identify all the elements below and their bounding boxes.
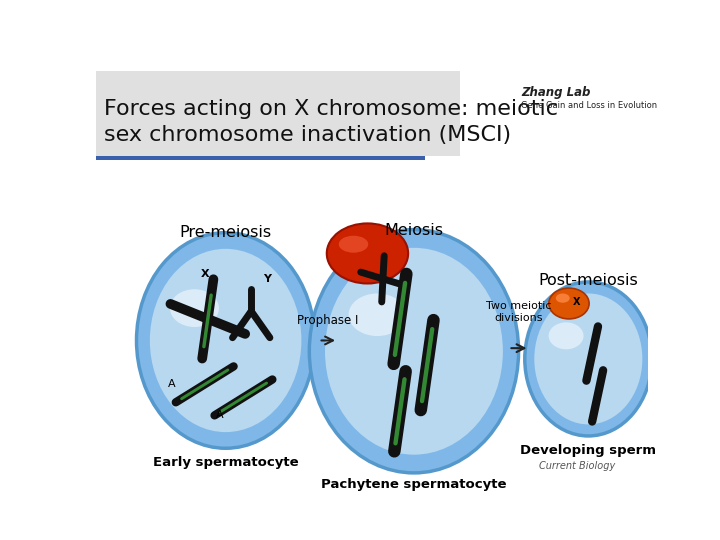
Text: X: X [573,297,580,307]
Ellipse shape [150,249,302,432]
Ellipse shape [325,248,503,455]
Text: A: A [217,410,224,420]
Text: Gene Gain and Loss in Evolution: Gene Gain and Loss in Evolution [521,101,657,110]
Text: Two meiotic
divisions: Two meiotic divisions [486,301,552,323]
Text: Current Biology: Current Biology [539,461,616,471]
Ellipse shape [549,322,583,349]
Ellipse shape [556,294,570,303]
Ellipse shape [525,282,652,436]
Ellipse shape [549,288,589,319]
Text: Early spermatocyte: Early spermatocyte [153,456,298,469]
Text: sex chromosome inactivation (MSCI): sex chromosome inactivation (MSCI) [104,125,511,145]
Text: X: X [200,269,209,279]
Ellipse shape [170,289,219,327]
Ellipse shape [310,230,518,473]
Ellipse shape [534,294,642,424]
Text: Y: Y [263,274,271,284]
Ellipse shape [348,293,406,336]
Text: Pre-meiosis: Pre-meiosis [179,225,271,240]
Bar [96,71,461,156]
Text: Pachytene spermatocyte: Pachytene spermatocyte [321,477,507,490]
Text: Developing sperm: Developing sperm [521,444,657,457]
Text: Zhang Lab: Zhang Lab [521,86,590,99]
Bar [96,156,425,159]
Ellipse shape [327,224,408,284]
Ellipse shape [137,233,315,448]
Text: A: A [168,379,175,389]
Text: Prophase I: Prophase I [297,314,359,327]
Text: Post-meiosis: Post-meiosis [539,273,638,288]
Text: Forces acting on X chromosome: meiotic: Forces acting on X chromosome: meiotic [104,99,558,119]
Ellipse shape [339,236,368,253]
Text: Meiosis: Meiosis [384,222,444,238]
